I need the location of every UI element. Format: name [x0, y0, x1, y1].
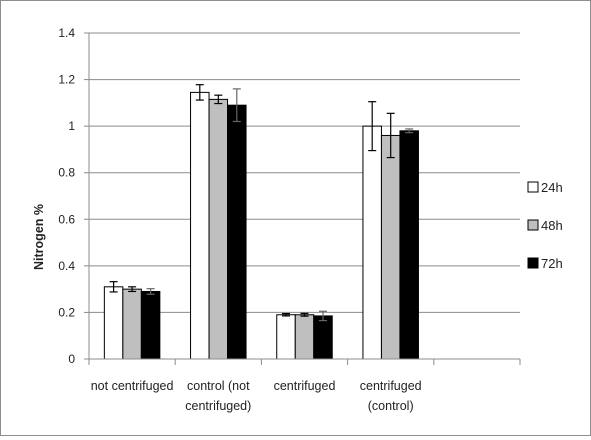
- y-tick-label: 1.2: [58, 73, 75, 87]
- axes: [84, 32, 521, 365]
- legend-swatch: [527, 219, 539, 231]
- bars: [103, 91, 419, 360]
- legend: 24h 48h 72h: [527, 180, 563, 271]
- y-tick-label: 1: [68, 119, 75, 133]
- category-label: centrifuged: [274, 379, 336, 393]
- legend-swatch: [527, 181, 539, 193]
- y-axis-label: Nitrogen %: [32, 204, 46, 270]
- legend-label: 24h: [541, 180, 563, 195]
- gridlines: [89, 32, 520, 313]
- category-label: (control): [368, 399, 414, 413]
- category-label: centrifuged): [185, 399, 251, 413]
- y-tick-label: 1.4: [58, 26, 75, 40]
- y-tick-label: 0.2: [58, 305, 75, 319]
- category-label: centrifuged: [360, 379, 422, 393]
- legend-label: 48h: [541, 218, 563, 233]
- bar: [122, 288, 142, 360]
- bar: [380, 134, 401, 360]
- bar: [208, 98, 229, 360]
- category-labels: not centrifuged control (not centrifuged) c…: [91, 379, 422, 413]
- y-tick-label: 0.4: [58, 259, 75, 273]
- y-tick-label: 0.8: [58, 166, 75, 180]
- error-bars: [109, 84, 414, 322]
- y-tick-labels: 0 0.2 0.4 0.6 0.8 1 1.2 1.4: [58, 26, 75, 366]
- bar: [313, 315, 333, 360]
- legend-swatch: [527, 257, 539, 269]
- bar: [103, 286, 124, 360]
- category-label: control (not: [187, 379, 250, 393]
- category-label: not centrifuged: [91, 379, 174, 393]
- bar: [294, 314, 315, 360]
- bar: [399, 130, 419, 360]
- y-tick-label: 0.6: [58, 212, 75, 226]
- bar: [227, 104, 247, 360]
- bar: [190, 91, 210, 360]
- bar: [362, 125, 382, 360]
- y-tick-label: 0: [68, 352, 75, 366]
- legend-label: 72h: [541, 256, 563, 271]
- bar: [140, 290, 161, 360]
- bar: [276, 314, 296, 360]
